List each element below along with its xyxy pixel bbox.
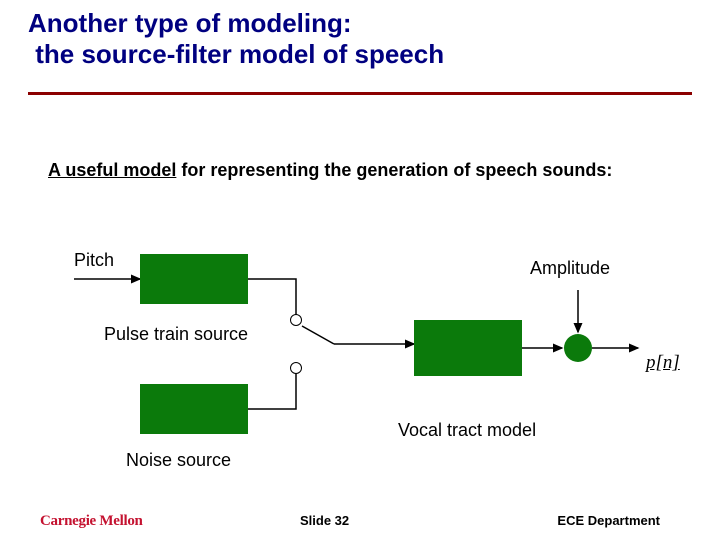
switch-node-lower [290,362,302,374]
subtitle-rest: for representing the generation of speec… [176,160,612,180]
diagram-area: Pitch Amplitude Pulse train source Vocal… [0,220,720,480]
title-line2: the source-filter model of speech [35,39,444,69]
switch-wiper [302,326,334,344]
subtitle: A useful model for representing the gene… [48,160,612,181]
pitch-label: Pitch [74,250,114,271]
slide-title: Another type of modeling: the source-fil… [28,8,444,70]
output-label: p[n] [646,352,680,374]
vocal-tract-box [414,320,522,376]
pulse-source-box [140,254,248,304]
logo: Carnegie Mellon [40,513,143,530]
title-line1: Another type of modeling: [28,8,352,38]
noise-source-box [140,384,248,434]
noise-source-label: Noise source [126,450,231,471]
department-label: ECE Department [557,513,660,528]
gain-node [564,334,592,362]
switch-node-upper [290,314,302,326]
slide-number: Slide 32 [300,513,349,528]
amplitude-label: Amplitude [530,258,610,279]
vocal-tract-label: Vocal tract model [398,420,536,441]
pulse-to-switch [248,279,296,316]
pulse-train-label: Pulse train source [104,324,248,345]
title-underline [28,92,692,95]
noise-to-switch [248,372,296,409]
subtitle-underlined: A useful model [48,160,176,180]
